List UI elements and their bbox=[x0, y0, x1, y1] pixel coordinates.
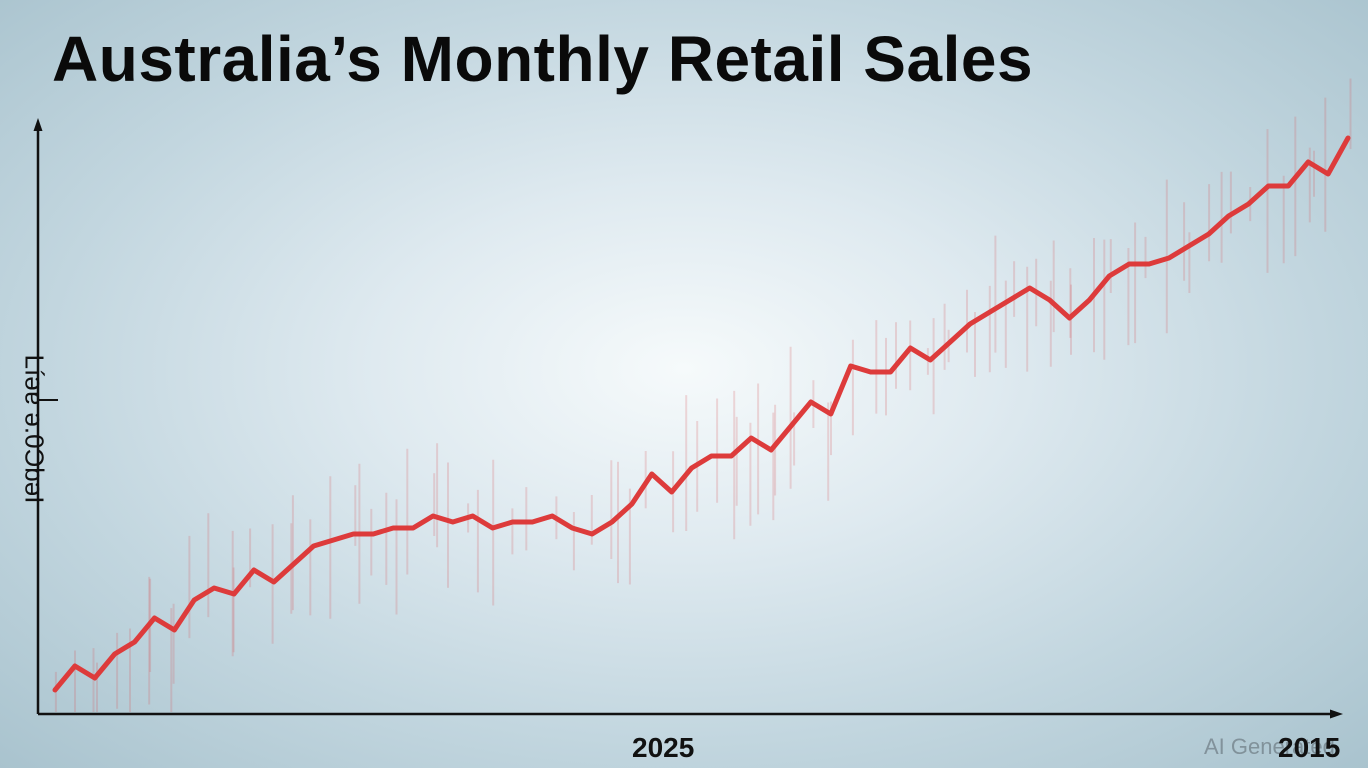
x-axis bbox=[38, 709, 1343, 719]
chart-title: Australia’s Monthly Retail Sales bbox=[52, 23, 1034, 95]
retail-sales-line bbox=[52, 135, 1351, 693]
y-axis bbox=[33, 118, 58, 714]
watermark: AI Generated bbox=[1204, 734, 1335, 759]
x-tick-label-2015: 2015 bbox=[1278, 732, 1341, 763]
x-tick-label-2025: 2025 bbox=[632, 732, 695, 763]
background-noise-ticks bbox=[54, 78, 1352, 712]
y-axis-label: Líǝɐ ǝ.0ƆbǝI bbox=[19, 354, 50, 504]
